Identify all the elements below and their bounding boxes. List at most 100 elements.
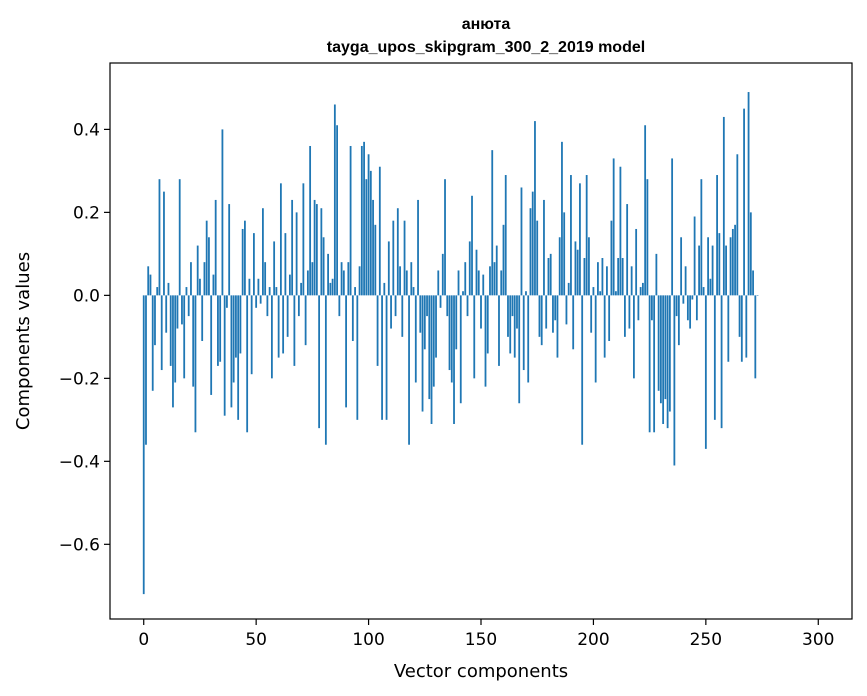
bar <box>554 295 557 321</box>
x-axis-label: Vector components <box>394 661 568 682</box>
bar <box>410 262 413 296</box>
bar <box>457 270 460 296</box>
chart-subtitle: tayga_upos_skipgram_300_2_2019 model <box>327 39 645 56</box>
bar <box>203 262 206 296</box>
bar <box>172 295 174 408</box>
bar <box>702 287 705 296</box>
bar <box>414 295 417 383</box>
bar <box>590 295 593 333</box>
bar <box>653 295 656 433</box>
bar <box>453 295 455 424</box>
bar <box>318 295 321 429</box>
y-axis-label: Components values <box>13 252 34 430</box>
bar <box>500 270 503 296</box>
bar <box>212 274 215 296</box>
bar <box>232 295 235 383</box>
bar <box>731 228 734 296</box>
bar <box>228 204 231 296</box>
bar <box>399 266 401 296</box>
bar <box>282 295 285 354</box>
bar <box>619 166 622 296</box>
bar <box>538 295 541 337</box>
bar <box>513 295 516 358</box>
bar <box>288 274 291 296</box>
bar <box>268 287 271 296</box>
bar <box>716 175 718 296</box>
bar <box>246 295 249 433</box>
bar <box>151 295 154 391</box>
bar <box>662 295 665 424</box>
bar <box>628 295 631 329</box>
bar <box>356 295 359 420</box>
bar <box>329 282 332 296</box>
bar <box>756 295 759 296</box>
bar <box>192 295 195 387</box>
bar <box>428 295 431 400</box>
bar <box>351 295 354 341</box>
y-tick-label: −0.6 <box>59 535 100 555</box>
bar <box>695 295 698 321</box>
bar <box>297 295 300 317</box>
bar <box>237 295 240 420</box>
bar <box>214 199 217 296</box>
bar <box>199 278 201 296</box>
bar <box>664 295 667 400</box>
bar <box>650 295 653 321</box>
bar <box>327 253 329 296</box>
bar <box>621 258 624 296</box>
bar <box>491 150 494 296</box>
bar <box>295 212 298 296</box>
bar <box>208 237 210 296</box>
bar <box>639 287 642 296</box>
bar <box>239 295 242 354</box>
bar <box>273 241 276 296</box>
bar <box>641 282 644 296</box>
bar <box>693 216 696 296</box>
bar <box>430 295 433 424</box>
bar <box>527 295 530 383</box>
bar <box>419 295 422 333</box>
bar <box>349 145 352 296</box>
bar <box>725 245 727 296</box>
bar <box>423 295 426 350</box>
bar <box>244 220 246 296</box>
bar <box>495 245 498 296</box>
bar <box>342 270 345 296</box>
bar <box>718 233 721 296</box>
bar <box>689 295 692 329</box>
bar <box>673 295 676 466</box>
bar <box>363 141 365 296</box>
bar <box>552 295 554 333</box>
bar <box>504 175 507 296</box>
bar <box>450 295 453 383</box>
bar <box>293 295 296 366</box>
bar <box>516 295 518 329</box>
bar <box>255 295 258 308</box>
bar <box>385 295 388 420</box>
bar <box>185 287 188 296</box>
bar <box>729 237 732 296</box>
bar <box>545 295 548 329</box>
bar <box>610 220 613 296</box>
bar <box>217 295 219 366</box>
bar <box>722 116 725 296</box>
bar <box>615 291 617 296</box>
bar <box>707 237 709 296</box>
bar <box>421 295 424 412</box>
bar <box>637 295 640 321</box>
bar <box>248 278 251 296</box>
bar <box>700 179 703 296</box>
bar <box>311 262 314 296</box>
bar <box>534 121 536 296</box>
x-tick-label: 200 <box>577 630 609 650</box>
bar <box>358 266 361 296</box>
bar <box>509 295 512 354</box>
bar <box>394 295 397 317</box>
x-tick-label: 250 <box>690 630 722 650</box>
bar <box>387 241 390 296</box>
bar <box>201 295 204 341</box>
bar <box>704 295 707 449</box>
bar <box>547 258 550 296</box>
bar <box>306 270 309 296</box>
bar <box>367 154 370 296</box>
